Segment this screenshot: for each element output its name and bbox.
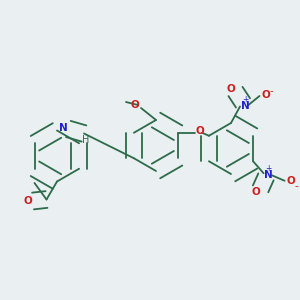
Text: O: O — [23, 196, 32, 206]
Text: O: O — [286, 176, 295, 186]
Text: N: N — [264, 170, 272, 180]
Text: O: O — [226, 83, 236, 94]
Text: +: + — [242, 95, 249, 104]
Text: -: - — [294, 181, 298, 191]
Text: +: + — [265, 164, 271, 173]
Text: N: N — [59, 122, 68, 133]
Text: O: O — [196, 126, 204, 136]
Text: -: - — [269, 85, 273, 96]
Text: O: O — [261, 89, 270, 100]
Text: N: N — [241, 101, 250, 111]
Text: O: O — [252, 187, 260, 197]
Text: H: H — [82, 135, 89, 145]
Text: O: O — [130, 100, 139, 110]
